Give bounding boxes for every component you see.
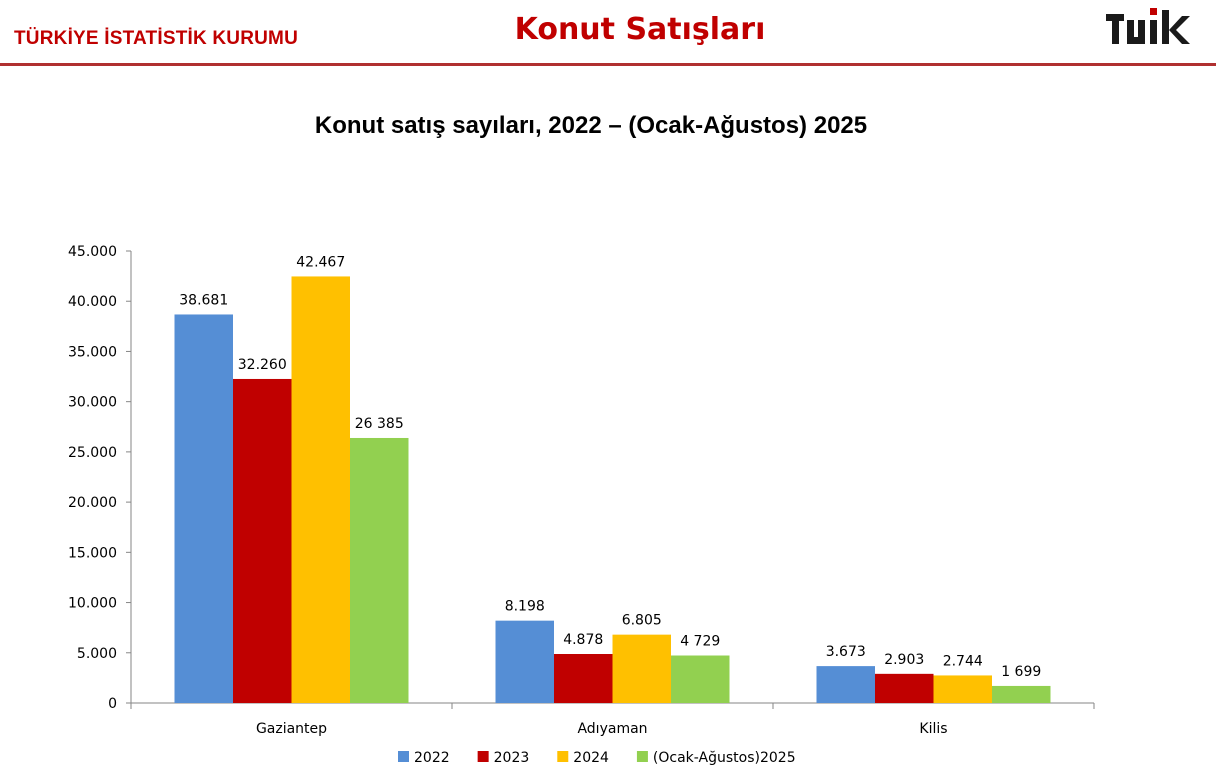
bar-(Ocak-Ağustos)2025-Kilis	[992, 685, 1051, 703]
legend-swatch-2024	[557, 751, 569, 762]
y-tick-label: 40.000	[68, 294, 117, 310]
legend-label: (Ocak-Ağustos)2025	[653, 750, 796, 766]
y-tick-label: 10.000	[68, 596, 117, 612]
bar-2024-Kilis	[933, 675, 992, 703]
bar-2023-Kilis	[875, 673, 934, 703]
header: TÜRKİYE İSTATİSTİK KURUMU Konut Satışlar…	[0, 0, 1216, 66]
data-label: 4.878	[563, 632, 603, 648]
data-label: 38.681	[179, 292, 228, 308]
bar-(Ocak-Ağustos)2025-Adıyaman	[671, 655, 730, 703]
legend-swatch-(Ocak-Ağustos)2025	[636, 751, 648, 762]
bar-2022-Adıyaman	[495, 620, 554, 703]
y-tick-label: 35.000	[68, 344, 117, 360]
data-label: 42.467	[296, 254, 345, 270]
legend-swatch-2023	[477, 751, 489, 762]
tuik-logo	[1106, 8, 1190, 44]
bar-2024-Gaziantep	[291, 276, 350, 703]
legend-label: 2024	[573, 750, 609, 766]
bar-2024-Adıyaman	[612, 634, 671, 703]
bar-2023-Adıyaman	[554, 654, 613, 703]
data-label: 2.903	[884, 652, 924, 668]
y-tick-label: 30.000	[68, 395, 117, 411]
data-label: 6.805	[622, 613, 662, 629]
data-label: 4 729	[680, 633, 720, 649]
bar-2023-Gaziantep	[233, 378, 292, 703]
y-tick-label: 45.000	[68, 244, 117, 260]
bar-(Ocak-Ağustos)2025-Gaziantep	[350, 437, 409, 703]
legend-swatch-2022	[398, 751, 409, 762]
x-tick-label: Gaziantep	[256, 721, 327, 737]
data-label: 26 385	[355, 416, 404, 432]
legend-label: 2023	[494, 750, 530, 766]
y-tick-label: 15.000	[68, 545, 117, 561]
y-tick-label: 0	[108, 696, 117, 712]
bar-2022-Gaziantep	[174, 314, 233, 703]
data-label: 32.260	[238, 357, 287, 373]
y-tick-label: 20.000	[68, 495, 117, 511]
page-title: Konut Satışları	[514, 12, 766, 47]
org-name: TÜRKİYE İSTATİSTİK KURUMU	[14, 28, 299, 49]
y-tick-label: 5.000	[77, 646, 117, 662]
x-tick-label: Adıyaman	[577, 721, 647, 737]
header-rule	[0, 63, 1216, 66]
x-tick-label: Kilis	[919, 721, 947, 737]
data-label: 2.744	[943, 653, 983, 669]
chart-title: Konut satış sayıları, 2022 – (Ocak-Ağust…	[314, 112, 868, 139]
data-label: 3.673	[826, 644, 866, 660]
bar-2022-Kilis	[816, 666, 875, 703]
legend-label: 2022	[414, 750, 450, 766]
data-label: 8.198	[505, 599, 545, 615]
data-label: 1 699	[1001, 664, 1041, 680]
y-tick-label: 25.000	[68, 445, 117, 461]
